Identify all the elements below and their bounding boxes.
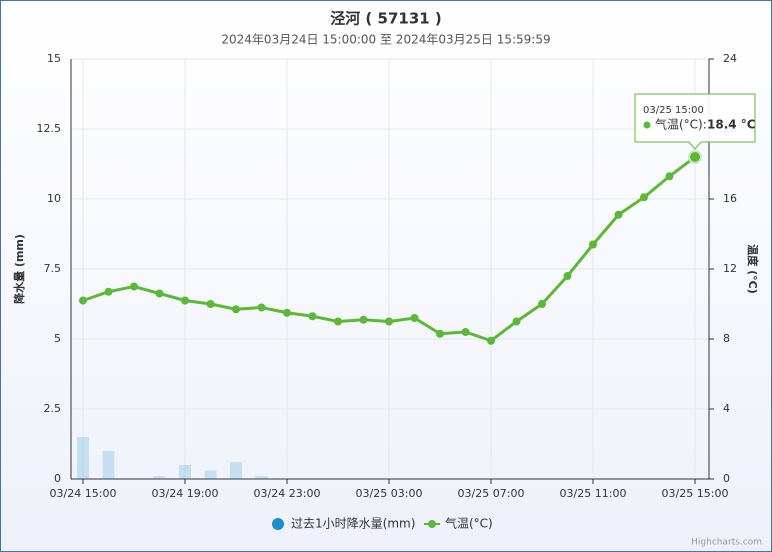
point <box>436 329 444 338</box>
y2-tick-label: 16 <box>723 192 737 205</box>
point <box>410 314 419 322</box>
point <box>155 289 164 298</box>
bar <box>102 451 115 479</box>
point <box>130 282 138 291</box>
point <box>538 300 546 308</box>
point <box>688 150 702 164</box>
legend-symbol <box>272 518 284 530</box>
y2-tick-label: 0 <box>723 472 730 485</box>
y2-tick-label: 24 <box>723 52 737 65</box>
x-tick-label: 03/25 07:00 <box>458 487 525 500</box>
point <box>589 240 597 249</box>
point <box>665 172 674 181</box>
tooltip-label: 气温(°C): <box>655 117 707 132</box>
credits[interactable]: Highcharts.com <box>691 538 762 548</box>
y2-tick-label: 12 <box>723 262 737 275</box>
point <box>614 210 623 219</box>
point <box>308 312 317 321</box>
point <box>206 300 215 308</box>
legend-label: 过去1小时降水量(mm) <box>291 517 415 531</box>
point <box>563 272 572 280</box>
point <box>283 308 291 317</box>
point <box>257 303 266 312</box>
y-axis-title: 降水量 (mm) <box>12 234 26 304</box>
point <box>512 317 521 326</box>
chart-title: 泾河 ( 57131 ) <box>330 10 442 28</box>
y2-tick-label: 4 <box>723 402 730 415</box>
y-tick-label: 15 <box>47 52 61 65</box>
point <box>385 317 393 326</box>
point <box>461 328 470 336</box>
x-tick-label: 03/24 15:00 <box>50 487 117 500</box>
y2-axis-title: 温度 (°C) <box>746 244 760 293</box>
point <box>487 336 495 345</box>
x-tick-label: 03/24 23:00 <box>254 487 321 500</box>
bar <box>230 462 242 479</box>
legend-item[interactable]: 气温(°C) <box>424 516 493 531</box>
point <box>232 305 240 314</box>
bar <box>153 476 166 479</box>
y-tick-label: 12.5 <box>37 122 62 135</box>
x-tick-label: 03/25 15:00 <box>662 487 729 500</box>
tooltip-time: 03/25 15:00 <box>643 105 704 116</box>
chart-subtitle: 2024年03月24日 15:00:00 至 2024年03月25日 15:59… <box>221 33 550 47</box>
y-tick-label: 5 <box>54 332 61 345</box>
y-tick-label: 0 <box>54 472 61 485</box>
x-tick-label: 03/24 19:00 <box>152 487 219 500</box>
legend-symbol <box>428 520 436 528</box>
point <box>359 315 368 324</box>
point <box>79 296 87 305</box>
point <box>334 317 342 326</box>
tooltip-marker <box>643 121 651 129</box>
point <box>181 296 189 305</box>
x-tick-label: 03/25 03:00 <box>356 487 423 500</box>
x-tick-label: 03/25 11:00 <box>560 487 627 500</box>
point <box>104 287 113 296</box>
bar <box>179 465 191 479</box>
y2-tick-label: 8 <box>723 332 730 345</box>
y-tick-label: 7.5 <box>44 262 62 275</box>
y-tick-label: 2.5 <box>44 402 62 415</box>
tooltip-box <box>634 93 756 150</box>
tooltip-value: 18.4 °C <box>707 118 756 132</box>
bar <box>77 437 89 479</box>
legend-item[interactable]: 过去1小时降水量(mm) <box>272 517 415 531</box>
y-tick-label: 10 <box>47 192 61 205</box>
legend-label: 气温(°C) <box>445 516 493 531</box>
point <box>640 193 648 202</box>
bar <box>204 470 217 479</box>
bar <box>255 476 268 479</box>
